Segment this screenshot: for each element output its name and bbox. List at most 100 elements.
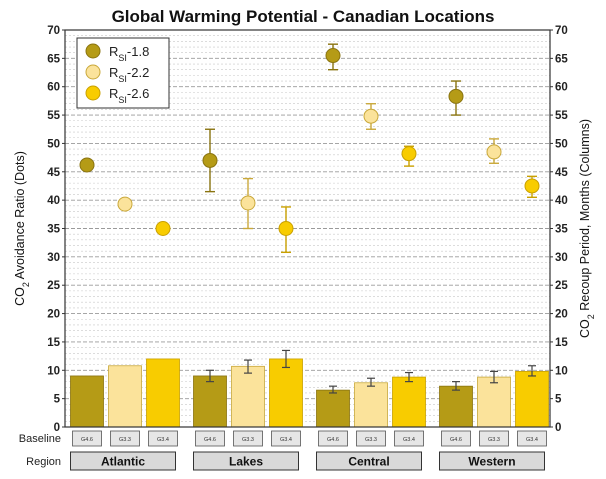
bar-western-0 [439, 385, 473, 428]
bar-central-0 [316, 389, 350, 428]
baseline-cell [517, 430, 547, 447]
dot-central-0 [325, 48, 341, 64]
baseline-label: G3.3 [365, 437, 377, 443]
baseline-cell [479, 430, 509, 447]
legend-marker [85, 43, 101, 59]
baseline-cell [110, 430, 140, 447]
dot-atlantic-0 [79, 157, 95, 173]
baseline-label: G3.3 [242, 437, 254, 443]
dot-western-2 [524, 178, 540, 194]
bar-western-2 [515, 371, 549, 428]
chart-title: Global Warming Potential - Canadian Loca… [112, 7, 495, 26]
region-cell-lakes [193, 451, 299, 471]
baseline-label: G3.3 [488, 437, 500, 443]
y-tick-label-left: 15 [47, 337, 60, 349]
bar-western-1 [477, 376, 511, 428]
bar-central-1 [354, 382, 388, 428]
region-cell-atlantic [70, 451, 176, 471]
legend-marker [85, 64, 101, 80]
region-label-atlantic: Atlantic [101, 455, 145, 469]
row-label-baseline: Baseline [19, 433, 61, 445]
dot-western-0 [448, 88, 464, 104]
y-tick-label-left: 5 [54, 394, 61, 406]
y-tick-label-left: 50 [47, 138, 60, 150]
dot-lakes-0 [202, 152, 218, 168]
baseline-cell [394, 430, 424, 447]
baseline-label: G4.6 [327, 437, 339, 443]
legend-label: RSI-2.2 [109, 65, 149, 84]
y-tick-label-right: 5 [555, 394, 562, 406]
region-label-lakes: Lakes [229, 455, 263, 469]
y-tick-label-right: 50 [555, 138, 568, 150]
bar-central-2 [392, 376, 426, 428]
y-tick-label-left: 55 [47, 110, 60, 122]
legend-marker [85, 85, 101, 101]
y-tick-label-left: 30 [47, 252, 60, 264]
bar-lakes-0 [193, 375, 227, 428]
dot-western-1 [486, 144, 502, 160]
bar-atlantic-1 [108, 365, 142, 428]
y-tick-label-left: 20 [47, 309, 60, 321]
region-cell-central [316, 451, 422, 471]
baseline-cell [318, 430, 348, 447]
y-tick-label-right: 40 [555, 195, 568, 207]
baseline-label: G3.4 [526, 437, 538, 443]
baseline-cell [195, 430, 225, 447]
y-tick-label-right: 25 [555, 280, 568, 292]
y-tick-label-right: 10 [555, 365, 568, 377]
y-tick-label-right: 45 [555, 167, 568, 179]
baseline-cell [441, 430, 471, 447]
y-tick-label-right: 60 [555, 82, 568, 94]
bar-atlantic-2 [146, 358, 180, 428]
baseline-label: G4.6 [81, 437, 93, 443]
dot-atlantic-1 [117, 196, 133, 212]
region-cell-western [439, 451, 545, 471]
legend-label: RSI-2.6 [109, 86, 149, 105]
baseline-cell [271, 430, 301, 447]
legend-label: RSI-1.8 [109, 44, 149, 63]
baseline-cell [148, 430, 178, 447]
baseline-label: G4.6 [204, 437, 216, 443]
y-tick-label-left: 35 [47, 224, 60, 236]
y-tick-label-left: 25 [47, 280, 60, 292]
baseline-label: G3.4 [280, 437, 292, 443]
dot-lakes-2 [278, 221, 294, 236]
baseline-label: G3.3 [119, 437, 131, 443]
y-tick-label-right: 0 [555, 422, 561, 434]
y-tick-label-right: 35 [555, 224, 568, 236]
y-tick-label-right: 15 [555, 337, 568, 349]
baseline-label: G3.4 [403, 437, 415, 443]
dot-central-2 [401, 146, 417, 162]
y-tick-label-left: 10 [47, 365, 60, 377]
plot-frame [64, 29, 551, 428]
y-tick-label-left: 65 [47, 53, 60, 65]
baseline-label: G3.4 [157, 437, 169, 443]
row-label-region: Region [26, 456, 61, 468]
y-tick-label-left: 70 [47, 25, 60, 37]
baseline-cell [72, 430, 102, 447]
y-axis-label-left: CO2 Avoidance Ratio (Dots) [13, 151, 31, 306]
baseline-cell [233, 430, 263, 447]
y-tick-label-right: 70 [555, 25, 568, 37]
y-tick-label-left: 60 [47, 82, 60, 94]
dot-atlantic-2 [155, 221, 171, 236]
dot-central-1 [363, 108, 379, 124]
baseline-cell [356, 430, 386, 447]
dot-lakes-1 [240, 195, 256, 211]
y-tick-label-right: 20 [555, 309, 568, 321]
y-tick-label-right: 30 [555, 252, 568, 264]
bar-lakes-1 [231, 365, 265, 428]
y-tick-label-right: 65 [555, 53, 568, 65]
y-tick-label-left: 45 [47, 167, 60, 179]
bar-lakes-2 [269, 358, 303, 428]
y-tick-label-left: 40 [47, 195, 60, 207]
baseline-label: G4.6 [450, 437, 462, 443]
region-label-central: Central [348, 455, 389, 469]
bar-atlantic-0 [70, 375, 104, 428]
y-axis-label-right: CO2 Recoup Period, Months (Columns) [578, 119, 596, 338]
y-tick-label-left: 0 [54, 422, 60, 434]
y-tick-label-right: 55 [555, 110, 568, 122]
region-label-western: Western [468, 455, 515, 469]
